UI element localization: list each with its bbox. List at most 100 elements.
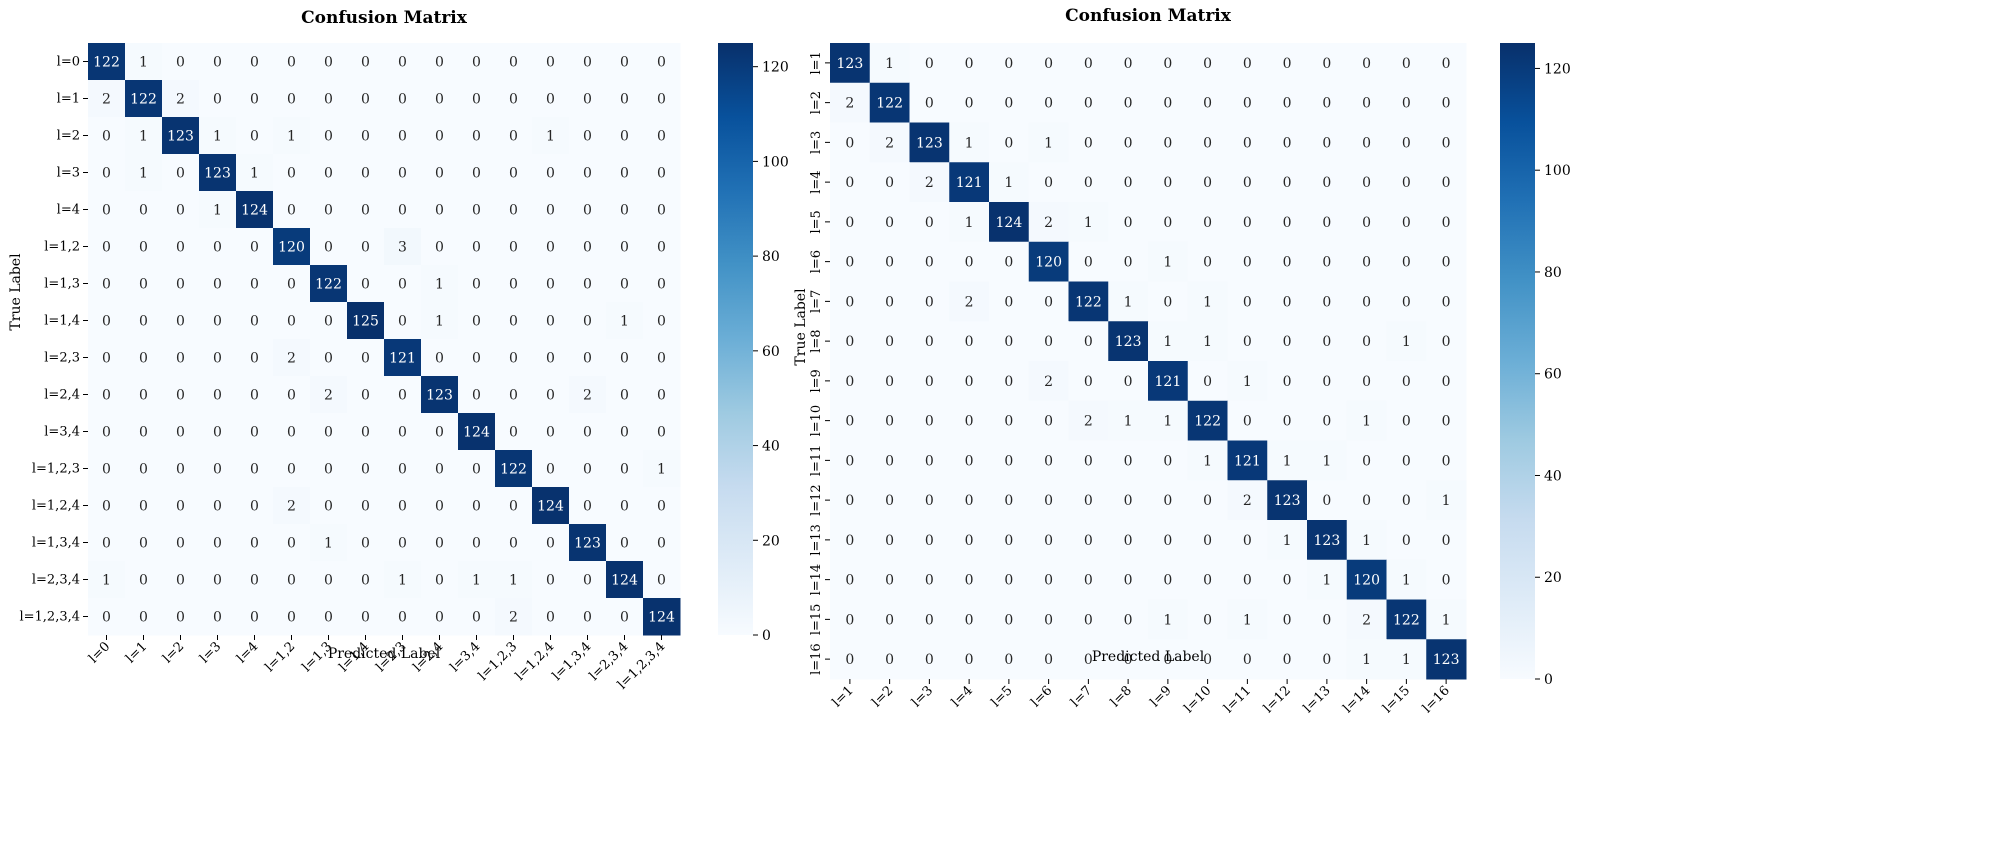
cell-value-label: 0 [250, 55, 259, 71]
cell-value-label: 0 [176, 314, 185, 330]
colorbar-tick-label: 120 [762, 60, 789, 76]
heatmap-cell [606, 43, 644, 81]
cell-value-label: 123 [167, 129, 194, 145]
heatmap-cell [830, 559, 871, 600]
heatmap-cell [869, 321, 910, 362]
heatmap-cell [532, 43, 570, 81]
heatmap-cell [347, 154, 385, 192]
cell-value-label: 0 [1442, 334, 1451, 350]
heatmap-cell [1227, 122, 1268, 163]
heatmap-cell [421, 561, 459, 599]
y-tick-label: l=4 [809, 170, 824, 193]
colorbar [718, 43, 753, 635]
heatmap-cell [909, 202, 950, 243]
cell-value-label: 0 [546, 277, 555, 293]
heatmap-cell [125, 154, 163, 192]
heatmap-cell [236, 450, 274, 488]
x-tick-label: l=1,2 [262, 639, 298, 675]
heatmap-cell [1307, 122, 1348, 163]
heatmap-cell [989, 241, 1030, 282]
heatmap-cell [273, 413, 311, 451]
heatmap-cell [162, 450, 200, 488]
heatmap-cell [310, 191, 348, 229]
heatmap-cell [643, 487, 681, 525]
heatmap-cell [569, 487, 607, 525]
cell-value-label: 0 [1004, 533, 1013, 549]
cell-value-label: 124 [996, 215, 1023, 231]
cell-value-label: 0 [620, 203, 629, 219]
heatmap-cell [949, 241, 990, 282]
heatmap-cell [88, 413, 126, 451]
heatmap-cell [1426, 281, 1467, 322]
heatmap-cell [1068, 122, 1109, 163]
heatmap-cell [532, 487, 570, 525]
cell-value-label: 123 [1433, 652, 1460, 668]
cell-value-label: 0 [925, 374, 934, 390]
cell-value-label: 0 [176, 610, 185, 626]
heatmap-cell [1346, 559, 1387, 600]
y-tick-label: l=2,3 [44, 351, 80, 366]
cell-value-label: 0 [398, 536, 407, 552]
heatmap-cell [949, 520, 990, 561]
cell-value-label: 0 [1283, 96, 1292, 112]
heatmap-cell [236, 43, 274, 81]
heatmap-cell [125, 450, 163, 488]
heatmap-cell [569, 154, 607, 192]
heatmap-cell [1108, 82, 1149, 123]
heatmap-cell [421, 413, 459, 451]
cell-value-label: 0 [1163, 215, 1172, 231]
heatmap-cell [88, 339, 126, 377]
heatmap-cell [1068, 440, 1109, 481]
cell-value-label: 0 [1044, 612, 1053, 628]
heatmap-cell [989, 440, 1030, 481]
x-tick-label: l=2 [869, 683, 896, 710]
heatmap-cell [236, 413, 274, 451]
heatmap-cell [1187, 440, 1228, 481]
y-tick-label: l=12 [809, 484, 824, 516]
cell-value-label: 1 [1163, 414, 1172, 430]
heatmap-cell [1307, 82, 1348, 123]
heatmap-cell [1386, 281, 1427, 322]
x-tick-label: l=1,2,4 [513, 639, 558, 684]
heatmap-cell [273, 376, 311, 414]
heatmap-cell [830, 281, 871, 322]
cell-value-label: 1 [1243, 374, 1252, 390]
cell-value-label: 0 [1044, 96, 1053, 112]
heatmap-cell [909, 559, 950, 600]
heatmap-cell [569, 117, 607, 155]
heatmap-cell [606, 191, 644, 229]
heatmap-cell [1346, 122, 1387, 163]
cell-value-label: 0 [213, 425, 222, 441]
cell-value-label: 0 [1362, 294, 1371, 310]
heatmap-cell [643, 80, 681, 118]
cell-value-label: 0 [546, 573, 555, 589]
cell-value-label: 0 [213, 388, 222, 404]
heatmap-cell [1108, 599, 1149, 640]
heatmap-cell [1386, 202, 1427, 243]
x-tick-label: l=4 [234, 639, 261, 666]
heatmap-cell [1307, 400, 1348, 441]
heatmap-cell [1267, 639, 1308, 680]
x-tick-label: l=13 [1301, 683, 1334, 716]
heatmap-cell [458, 561, 496, 599]
cell-value-label: 0 [845, 255, 854, 271]
cell-value-label: 0 [287, 573, 296, 589]
heatmap-cell [949, 599, 990, 640]
heatmap-cell [310, 561, 348, 599]
cell-value-label: 0 [1163, 493, 1172, 509]
y-tick-label: l=1,3 [44, 277, 80, 292]
cell-value-label: 0 [1283, 573, 1292, 589]
heatmap-cell [909, 162, 950, 203]
heatmap-cell [1028, 559, 1069, 600]
cell-value-label: 0 [1362, 56, 1371, 72]
cell-value-label: 0 [1402, 175, 1411, 191]
cell-value-label: 0 [102, 277, 111, 293]
x-tick-label: l=10 [1182, 683, 1215, 716]
cell-value-label: 0 [324, 55, 333, 71]
cell-value-label: 0 [1084, 453, 1093, 469]
cell-value-label: 0 [1283, 414, 1292, 430]
cell-value-label: 0 [1084, 56, 1093, 72]
x-tick-label: l=8 [1108, 683, 1135, 710]
heatmap-cell [1386, 321, 1427, 362]
cell-value-label: 1 [1243, 612, 1252, 628]
